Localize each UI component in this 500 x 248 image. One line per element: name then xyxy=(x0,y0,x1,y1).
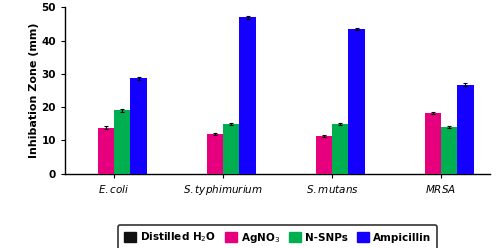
Bar xyxy=(458,85,473,174)
Bar xyxy=(348,29,364,174)
Bar xyxy=(98,128,114,174)
Bar xyxy=(114,110,130,174)
Bar xyxy=(424,113,441,174)
Bar xyxy=(130,78,146,174)
Bar xyxy=(240,17,256,174)
Bar xyxy=(332,124,348,174)
Bar xyxy=(206,134,223,174)
Y-axis label: Inhibation Zone (mm): Inhibation Zone (mm) xyxy=(28,23,38,158)
Bar xyxy=(223,124,240,174)
Legend: Distilled H$_2$O, AgNO$_3$, N-SNPs, Ampicillin: Distilled H$_2$O, AgNO$_3$, N-SNPs, Ampi… xyxy=(118,225,436,248)
Bar xyxy=(441,127,458,174)
Bar xyxy=(316,136,332,174)
